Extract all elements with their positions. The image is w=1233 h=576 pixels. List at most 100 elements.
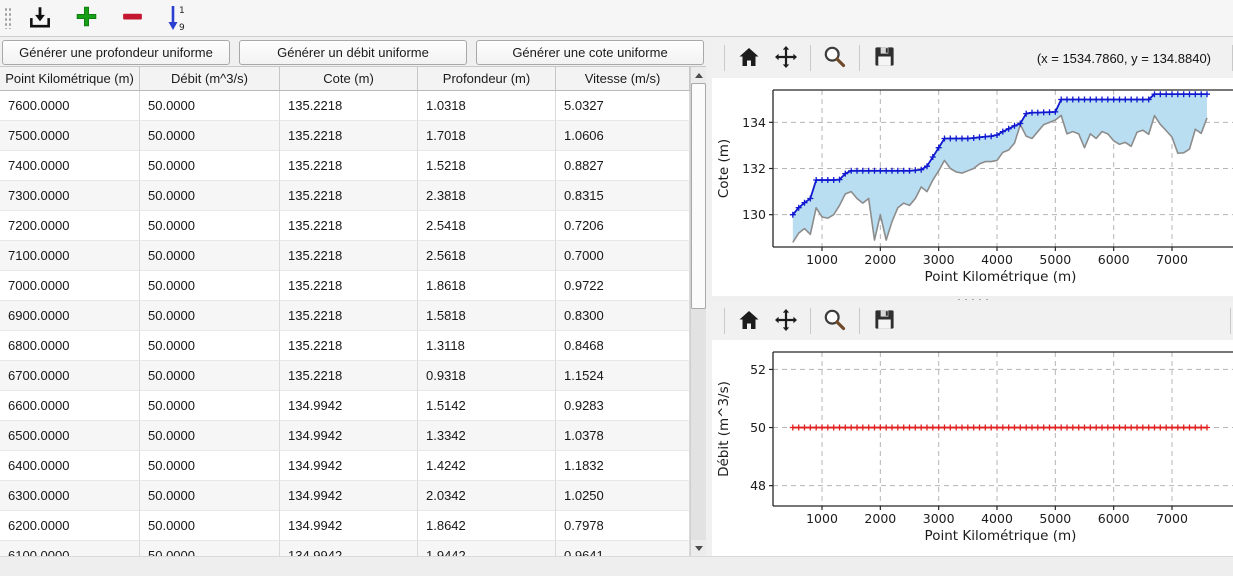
table-cell[interactable]: 50.0000 [140,91,280,121]
table-cell[interactable]: 50.0000 [140,301,280,331]
table-cell[interactable]: 1.8642 [418,511,556,541]
table-cell[interactable]: 134.9942 [280,421,418,451]
table-header-cell[interactable]: Point Kilométrique (m) [0,67,140,91]
table-cell[interactable]: 50.0000 [140,331,280,361]
table-cell[interactable]: 7500.0000 [0,121,140,151]
generate-uniform-discharge-button[interactable]: Générer un débit uniforme [239,40,467,65]
table-cell[interactable]: 7200.0000 [0,211,140,241]
table-cell[interactable]: 50.0000 [140,541,280,556]
home-button[interactable] [736,45,762,71]
table-cell[interactable]: 0.8468 [556,331,690,361]
table-cell[interactable]: 5.0327 [556,91,690,121]
table-cell[interactable]: 1.0378 [556,421,690,451]
table-cell[interactable]: 134.9942 [280,391,418,421]
table-scrollbar[interactable] [690,67,706,556]
table-cell[interactable]: 0.8300 [556,301,690,331]
table-cell[interactable]: 50.0000 [140,151,280,181]
table-cell[interactable]: 134.9942 [280,451,418,481]
debit-profile-chart[interactable]: 1000 2000 3000 4000 5000 6000 7000 48 50 52 Point … [712,340,1233,556]
table-cell[interactable]: 7000.0000 [0,271,140,301]
generate-uniform-depth-button[interactable]: Générer une profondeur uniforme [2,40,230,65]
table-cell[interactable]: 50.0000 [140,271,280,301]
table-cell[interactable]: 135.2218 [280,211,418,241]
save-figure-button[interactable] [871,45,897,71]
table-cell[interactable]: 50.0000 [140,421,280,451]
table-cell[interactable]: 134.9942 [280,481,418,511]
table-cell[interactable]: 135.2218 [280,91,418,121]
table-cell[interactable]: 7100.0000 [0,241,140,271]
table-cell[interactable]: 135.2218 [280,151,418,181]
table-cell[interactable]: 0.8827 [556,151,690,181]
save-figure-button[interactable] [871,308,897,334]
table-cell[interactable]: 0.9318 [418,361,556,391]
table-cell[interactable]: 1.1524 [556,361,690,391]
toolbar-grip[interactable] [4,7,11,29]
table-cell[interactable]: 7400.0000 [0,151,140,181]
table-header-cell[interactable]: Profondeur (m) [418,67,556,91]
table-cell[interactable]: 50.0000 [140,361,280,391]
table-cell[interactable]: 7300.0000 [0,181,140,211]
table-cell[interactable]: 1.3118 [418,331,556,361]
pan-button[interactable] [773,45,799,71]
table-cell[interactable]: 135.2218 [280,361,418,391]
table-cell[interactable]: 135.2218 [280,301,418,331]
table-cell[interactable]: 2.3818 [418,181,556,211]
table-cell[interactable]: 1.7018 [418,121,556,151]
zoom-button[interactable] [822,45,848,71]
export-table-button[interactable] [23,2,57,34]
remove-row-button[interactable] [115,2,149,34]
table-cell[interactable]: 134.9942 [280,541,418,556]
table-cell[interactable]: 7600.0000 [0,91,140,121]
table-cell[interactable]: 6200.0000 [0,511,140,541]
table-cell[interactable]: 1.8618 [418,271,556,301]
table-cell[interactable]: 50.0000 [140,241,280,271]
add-row-button[interactable] [69,2,103,34]
table-cell[interactable]: 0.7206 [556,211,690,241]
scroll-up-button[interactable] [691,67,706,83]
table-cell[interactable]: 135.2218 [280,331,418,361]
table-cell[interactable]: 1.1832 [556,451,690,481]
table-cell[interactable]: 50.0000 [140,121,280,151]
table-cell[interactable]: 1.3342 [418,421,556,451]
table-cell[interactable]: 6700.0000 [0,361,140,391]
generate-uniform-elevation-button[interactable]: Générer une cote uniforme [476,40,704,65]
table-cell[interactable]: 1.9442 [418,541,556,556]
table-cell[interactable]: 6100.0000 [0,541,140,556]
table-cell[interactable]: 1.5142 [418,391,556,421]
vertical-splitter[interactable] [706,37,712,556]
table-cell[interactable]: 135.2218 [280,181,418,211]
table-cell[interactable]: 134.9942 [280,511,418,541]
table-cell[interactable]: 135.2218 [280,121,418,151]
table-cell[interactable]: 50.0000 [140,511,280,541]
table-cell[interactable]: 2.5618 [418,241,556,271]
table-header-cell[interactable]: Débit (m^3/s) [140,67,280,91]
table-cell[interactable]: 50.0000 [140,181,280,211]
table-header-cell[interactable]: Vitesse (m/s) [556,67,690,91]
pan-button[interactable] [773,308,799,334]
table-cell[interactable]: 0.7000 [556,241,690,271]
table-cell[interactable]: 0.8315 [556,181,690,211]
scrollbar-thumb[interactable] [691,83,706,309]
horizontal-splitter[interactable] [712,296,1233,302]
table-cell[interactable]: 1.0250 [556,481,690,511]
table-cell[interactable]: 50.0000 [140,451,280,481]
table-header-cell[interactable]: Cote (m) [280,67,418,91]
table-cell[interactable]: 1.0606 [556,121,690,151]
table-cell[interactable]: 135.2218 [280,271,418,301]
table-cell[interactable]: 50.0000 [140,481,280,511]
scroll-down-button[interactable] [691,540,706,556]
table-cell[interactable]: 0.7978 [556,511,690,541]
table-cell[interactable]: 2.5418 [418,211,556,241]
table-cell[interactable]: 6400.0000 [0,451,140,481]
table-cell[interactable]: 1.5218 [418,151,556,181]
table-cell[interactable]: 50.0000 [140,211,280,241]
table-cell[interactable]: 6600.0000 [0,391,140,421]
table-cell[interactable]: 135.2218 [280,241,418,271]
table-cell[interactable]: 0.9722 [556,271,690,301]
table-cell[interactable]: 2.0342 [418,481,556,511]
table-cell[interactable]: 1.0318 [418,91,556,121]
cote-profile-chart[interactable]: 1000 2000 3000 4000 5000 6000 7000 130 132 134 Poi… [712,78,1233,296]
sort-rows-button[interactable]: 1 9 [161,2,195,34]
table-cell[interactable]: 6500.0000 [0,421,140,451]
table-cell[interactable]: 1.5818 [418,301,556,331]
